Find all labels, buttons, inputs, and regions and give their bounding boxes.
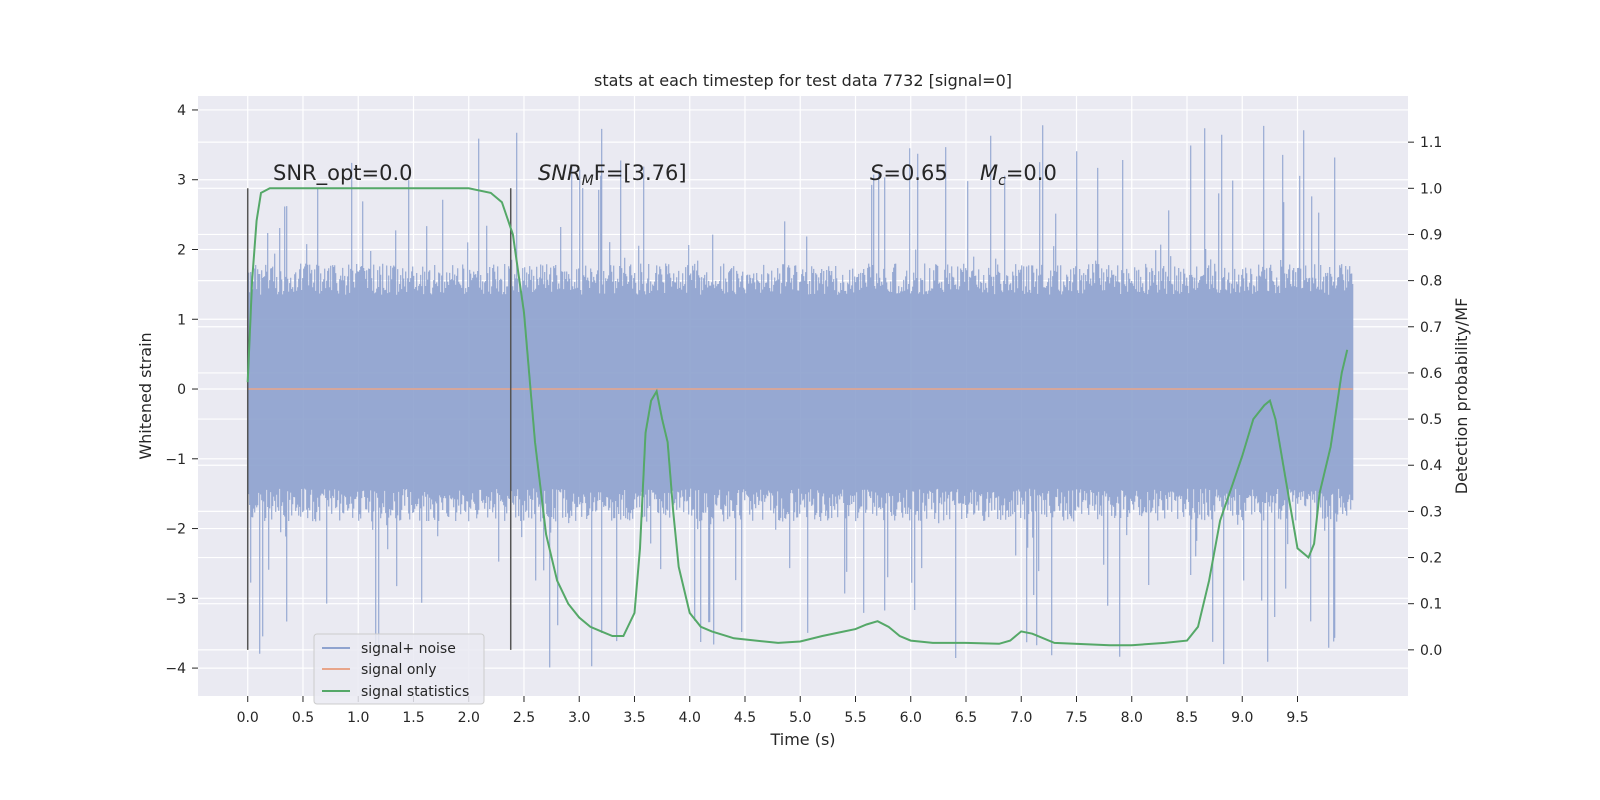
series-signal-statistics-line: [246, 187, 1349, 647]
y-tick-label: −3: [165, 591, 186, 607]
y-axis-ticks: 4 3 2 1 0 −1 −2 −3 −4: [165, 103, 198, 677]
y2-tick-label: 0.9: [1420, 227, 1442, 243]
x-tick-label: 0.5: [292, 710, 314, 726]
x-tick-label: 3.0: [568, 710, 590, 726]
y2-tick-label: 1.1: [1420, 135, 1442, 151]
series-signal-noise: [247, 125, 1354, 668]
legend: signal+ noise signal only signal statist…: [313, 633, 485, 705]
y-tick-label: −4: [165, 661, 186, 677]
y-tick-label: 0: [177, 382, 186, 398]
y2-tick-label: 0.3: [1420, 504, 1442, 520]
annotation-mc: Mc=0.0: [980, 161, 1057, 189]
x-tick-label: 0.0: [237, 710, 259, 726]
y-tick-label: 4: [177, 103, 186, 119]
y2-tick-label: 0.8: [1420, 274, 1442, 290]
x-tick-label: 1.5: [402, 710, 424, 726]
y2-tick-label: 1.0: [1420, 181, 1442, 197]
x-tick-label: 9.0: [1231, 710, 1253, 726]
legend-box: [313, 633, 485, 705]
y-tick-label: 1: [177, 312, 186, 328]
y2-axis-ticks: 1.1 1.0 0.9 0.8 0.7 0.6 0.5 0.4 0.3 0.2 0.1 0.0: [1408, 135, 1442, 659]
x-tick-label: 4.0: [679, 710, 701, 726]
annotation-snr-mf: SNRMF=[3.76]: [538, 161, 687, 189]
x-tick-label: 2.0: [458, 710, 480, 726]
y2-tick-label: 0.1: [1420, 597, 1442, 613]
x-tick-label: 6.5: [955, 710, 977, 726]
x-axis-ticks: 0.0 0.5 1.0 1.5 2.0 2.5 3.0 3.5 4.0 4.5 5.0 5.5 6.0 6…: [237, 696, 1309, 726]
x-tick-label: 8.0: [1121, 710, 1143, 726]
y-axis-label: Whitened strain: [136, 332, 155, 459]
x-tick-label: 5.5: [844, 710, 866, 726]
x-tick-label: 7.0: [1010, 710, 1032, 726]
annotation-snr-opt: SNR_opt=0.0: [273, 161, 413, 186]
x-tick-label: 2.5: [513, 710, 535, 726]
x-tick-label: 8.5: [1176, 710, 1198, 726]
y2-tick-label: 0.2: [1420, 551, 1442, 567]
y2-tick-label: 0.5: [1420, 412, 1442, 428]
legend-label-signal-only: signal only: [361, 662, 436, 678]
x-axis-label: Time (s): [769, 730, 835, 749]
x-tick-label: 7.5: [1065, 710, 1087, 726]
x-tick-label: 6.0: [900, 710, 922, 726]
annotation-s: S=0.65: [870, 161, 948, 185]
vertical-markers: [246, 188, 512, 650]
y-tick-label: 3: [177, 173, 186, 189]
legend-label-signal-noise: signal+ noise: [361, 641, 456, 657]
chart-title: stats at each timestep for test data 773…: [594, 71, 1012, 90]
legend-label-signal-statistics: signal statistics: [361, 684, 469, 700]
x-tick-label: 3.5: [623, 710, 645, 726]
y-tick-label: −2: [165, 522, 186, 538]
y-tick-label: 2: [177, 242, 186, 258]
y2-axis-label: Detection probability/MF: [1452, 298, 1471, 495]
y2-tick-label: 0.6: [1420, 366, 1442, 382]
x-tick-label: 1.0: [347, 710, 369, 726]
y2-tick-label: 0.4: [1420, 458, 1442, 474]
x-tick-label: 4.5: [734, 710, 756, 726]
y-tick-label: −1: [165, 452, 186, 468]
y2-tick-label: 0.7: [1420, 320, 1442, 336]
y2-tick-label: 0.0: [1420, 643, 1442, 659]
x-tick-label: 9.5: [1286, 710, 1308, 726]
x-tick-label: 5.0: [789, 710, 811, 726]
